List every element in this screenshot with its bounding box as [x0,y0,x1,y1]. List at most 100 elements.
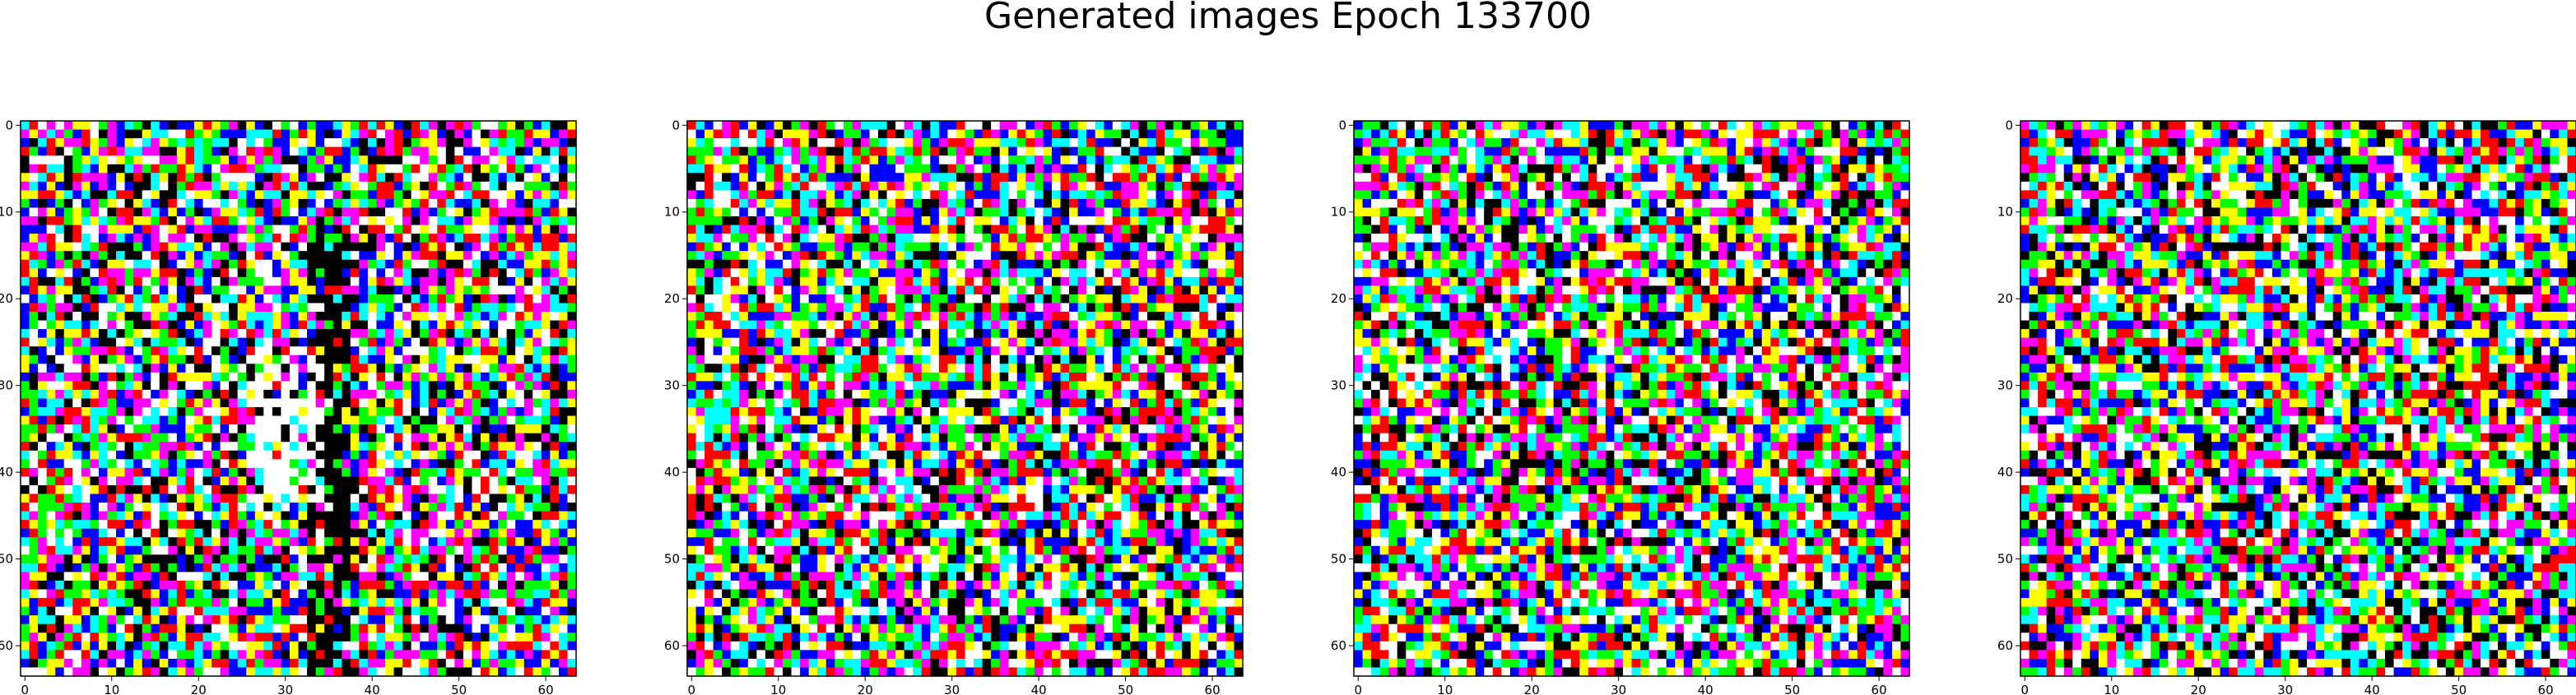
pixel-cell [472,329,481,339]
pixel-cell [142,259,151,269]
pixel-cell [376,207,386,217]
pixel-cell [1034,138,1044,148]
pixel-cell [506,563,516,573]
pixel-cell [817,198,827,209]
pixel-cell [220,459,230,469]
pixel-cell [176,520,186,530]
pixel-cell [904,121,914,131]
pixel-cell [151,528,160,538]
pixel-cell [55,216,65,226]
pixel-cell [437,623,447,633]
pixel-cell [506,303,516,313]
pixel-cell [532,424,542,434]
pixel-cell [445,234,455,243]
pixel-cell [142,623,151,633]
pixel-cell [142,276,151,286]
pixel-cell [55,312,65,322]
pixel-cell [489,632,499,642]
pixel-cell [472,225,481,234]
pixel-cell [1121,121,1131,131]
pixel-cell [237,484,247,495]
pixel-cell [558,129,569,139]
pixel-cell [237,606,247,616]
pixel-cell [523,545,533,555]
pixel-cell [437,190,447,200]
pixel-cell [1199,173,1209,183]
pixel-cell [98,641,109,651]
pixel-cell [541,606,551,616]
pixel-cell [38,329,48,339]
pixel-cell [72,563,82,573]
pixel-cell [489,181,499,191]
pixel-cell [307,415,317,425]
pixel-cell [29,476,39,486]
pixel-cell [956,181,966,191]
pixel-cell [332,251,342,261]
pixel-cell [246,520,256,530]
pixel-cell [420,520,430,530]
pixel-cell [541,389,551,400]
pixel-cell [1216,225,1226,234]
pixel-cell [515,424,525,434]
pixel-cell [558,190,569,200]
pixel-cell [237,442,247,452]
pixel-cell [947,181,957,191]
pixel-cell [98,598,109,608]
pixel-cell [185,337,195,347]
pixel-cell [142,606,151,616]
pixel-cell [176,511,186,521]
pixel-cell [445,294,455,304]
pixel-cell [98,303,109,313]
pixel-cell [289,467,300,478]
pixel-cell [263,190,273,200]
pixel-cell [159,667,169,677]
pixel-cell [289,164,300,174]
pixel-cell [541,433,551,442]
pixel-cell [489,415,499,425]
pixel-cell [730,138,740,148]
pixel-cell [982,121,992,131]
pixel-cell [489,580,499,591]
pixel-cell [193,181,204,191]
pixel-cell [324,364,334,373]
pixel-cell [176,198,186,209]
pixel-cell [523,407,533,417]
pixel-cell [1146,207,1157,217]
pixel-cell [480,181,491,191]
pixel-cell [765,216,775,226]
pixel-cell [558,138,569,148]
pixel-cell [324,285,334,295]
pixel-cell [704,216,714,226]
pixel-cell [124,329,134,339]
pixel-cell [454,520,464,530]
pixel-cell [246,294,256,304]
pixel-cell [498,407,508,417]
pixel-cell [384,658,395,669]
pixel-cell [46,415,56,425]
pixel-cell [367,511,378,521]
pixel-cell [765,129,775,139]
pixel-cell [713,146,723,156]
pixel-cell [168,234,178,243]
pixel-cell [124,364,134,373]
pixel-cell [246,632,256,642]
pixel-cell [463,181,473,191]
pixel-cell [151,598,160,608]
pixel-cell [428,346,438,356]
pixel-cell [480,598,491,608]
pixel-cell [825,207,835,217]
pixel-cell [567,389,577,400]
pixel-cell [151,259,160,269]
pixel-cell [55,623,65,633]
pixel-cell [1008,216,1018,226]
pixel-cell [176,303,186,313]
pixel-cell [428,641,438,651]
pixel-cell [107,121,117,131]
pixel-cell [168,216,178,226]
pixel-cell [359,459,369,469]
pixel-cell [704,181,714,191]
pixel-cell [999,121,1009,131]
pixel-cell [72,580,82,591]
pixel-cell [454,433,464,442]
pixel-cell [991,146,1001,156]
